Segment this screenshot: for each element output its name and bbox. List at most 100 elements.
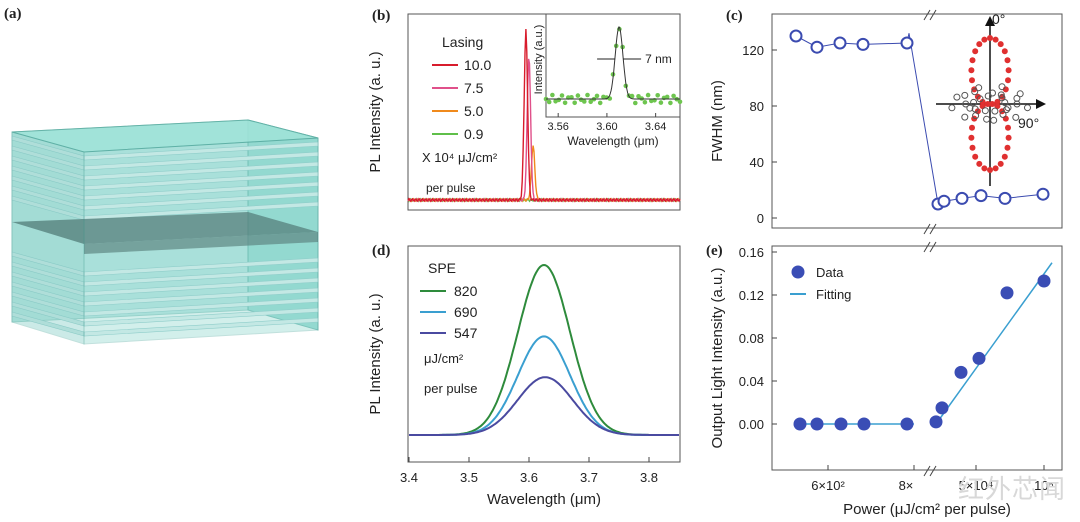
polar-gray-point xyxy=(961,91,969,99)
inset-point xyxy=(550,92,555,98)
data-point xyxy=(929,415,943,429)
x-axis-label: Wavelength (μm) xyxy=(487,491,601,508)
polar-gray-point xyxy=(966,104,974,112)
panel-label-c: (c) xyxy=(726,8,743,24)
polar-gray-point xyxy=(970,98,978,106)
polar-gray-point xyxy=(976,95,984,103)
data-point xyxy=(857,417,871,431)
stripe-side-1 xyxy=(11,145,85,171)
chart-e-output-intensity: Output Light Intensity (a.u.) 0.00 0.04 0.0… xyxy=(709,241,1063,518)
polar-red-point xyxy=(968,67,975,74)
inset-y-label: Intensity (a.u.) xyxy=(533,25,545,95)
legend-units: μJ/cm² xyxy=(424,351,464,366)
data-point xyxy=(1000,286,1014,300)
inset-point xyxy=(636,94,641,99)
legend-entry-7.5: 7.5 xyxy=(464,80,484,96)
panel-label-b: (b) xyxy=(372,8,391,24)
inset-point xyxy=(546,99,552,105)
polar-gray-point xyxy=(1012,113,1020,121)
y-tick-label-40: 40 xyxy=(750,155,764,170)
stripe-side-4 xyxy=(11,175,85,201)
polar-gray-point xyxy=(981,107,989,115)
stripe-side-5 xyxy=(11,185,85,211)
polar-arrow-h xyxy=(1036,99,1046,109)
x-tick-label-3.4: 3.4 xyxy=(400,470,418,485)
polar-gray-point xyxy=(948,104,956,112)
axis-break xyxy=(923,9,931,21)
x-axis-label: Power (μJ/cm² per pulse) xyxy=(843,501,1011,518)
polar-red-point xyxy=(997,41,1004,48)
spectrum-820 xyxy=(409,263,679,436)
polar-red-point xyxy=(972,153,979,160)
panel-label-a: (a) xyxy=(4,6,22,22)
axis-break xyxy=(929,241,937,253)
polar-gray-point xyxy=(999,111,1007,118)
polar-red-point xyxy=(969,57,976,64)
stripe-side-11 xyxy=(11,291,85,317)
inset-point xyxy=(556,97,562,103)
polar-gray-point xyxy=(990,116,998,124)
legend-units-2: per pulse xyxy=(426,181,476,195)
y-tick-label-0.12: 0.12 xyxy=(739,288,764,303)
inset-point xyxy=(668,100,673,106)
inset-point xyxy=(569,95,574,100)
polar-red-point xyxy=(972,48,979,55)
legend-entry-5.0: 5.0 xyxy=(464,103,484,119)
fwhm-point xyxy=(955,191,969,205)
x-tick-label-3: 10⁵ xyxy=(1034,478,1054,493)
polar-red-point xyxy=(969,124,975,131)
polar-red-point xyxy=(984,101,991,107)
chart-b-lasing-spectra: PL Intensity (a. u.) Lasing 10.0 7.5 5.0 0.9 X… xyxy=(367,13,683,211)
fwhm-point xyxy=(900,36,914,50)
panel-label-e: (e) xyxy=(706,243,723,259)
polar-gray-point xyxy=(983,115,991,123)
polar-red-point xyxy=(1005,77,1011,84)
polar-gray-point xyxy=(989,89,996,97)
y-axis-label: Output Light Intensity (a.u.) xyxy=(709,268,726,449)
fwhm-point xyxy=(810,40,824,54)
x-tick-label-3.8: 3.8 xyxy=(640,470,658,485)
watermark: 红外芯闻 xyxy=(957,474,1066,504)
polar-red-point xyxy=(969,77,975,84)
polar-label-90deg: 90° xyxy=(1018,115,1039,131)
inset-tick-label-3.64: 3.64 xyxy=(645,121,666,133)
polar-gray-point xyxy=(1024,104,1031,112)
inset-point xyxy=(594,93,600,99)
polar-red-point xyxy=(981,165,988,172)
stripe-side-2 xyxy=(11,155,85,181)
polar-red-point xyxy=(969,144,976,151)
chart-d-spe-spectra: PL Intensity (a. u.) 3.4 3.5 3.6 3.7 3.8 Wavel… xyxy=(367,245,681,508)
inset-fit xyxy=(546,26,680,100)
spectrum-547 xyxy=(409,376,679,436)
axis-break xyxy=(923,465,931,477)
inset-point xyxy=(629,93,635,99)
polar-red-point xyxy=(989,101,996,107)
fwhm-point xyxy=(998,191,1012,205)
data-point xyxy=(954,365,968,379)
x-tick-label-0: 6×10² xyxy=(811,478,845,493)
polar-gray-point xyxy=(961,113,969,121)
inset-point xyxy=(671,93,676,99)
inset-frame xyxy=(545,13,681,118)
legend-entry-820: 820 xyxy=(454,283,478,299)
polar-red-point xyxy=(997,160,1004,167)
polar-gray-point xyxy=(997,91,1005,99)
y-axis-label: FWHM (nm) xyxy=(709,80,726,162)
polar-red-point xyxy=(1005,67,1012,74)
polar-red-point xyxy=(976,41,983,48)
polar-label-0deg: 0° xyxy=(992,11,1005,27)
legend-entry-data: Data xyxy=(816,265,844,280)
axis-break xyxy=(929,465,937,477)
inset-point xyxy=(677,99,683,105)
polar-red-point xyxy=(979,98,986,105)
inset-point xyxy=(642,100,648,105)
inset-point xyxy=(572,100,577,106)
stripe-side-8 xyxy=(11,261,85,287)
axis-break xyxy=(929,223,937,235)
polar-red-point xyxy=(1004,144,1011,151)
x-tick-label-3.7: 3.7 xyxy=(580,470,598,485)
polar-red-point xyxy=(1005,134,1012,141)
fwhm-point xyxy=(937,194,951,208)
data-point xyxy=(972,351,986,365)
polar-red-point xyxy=(968,134,975,141)
